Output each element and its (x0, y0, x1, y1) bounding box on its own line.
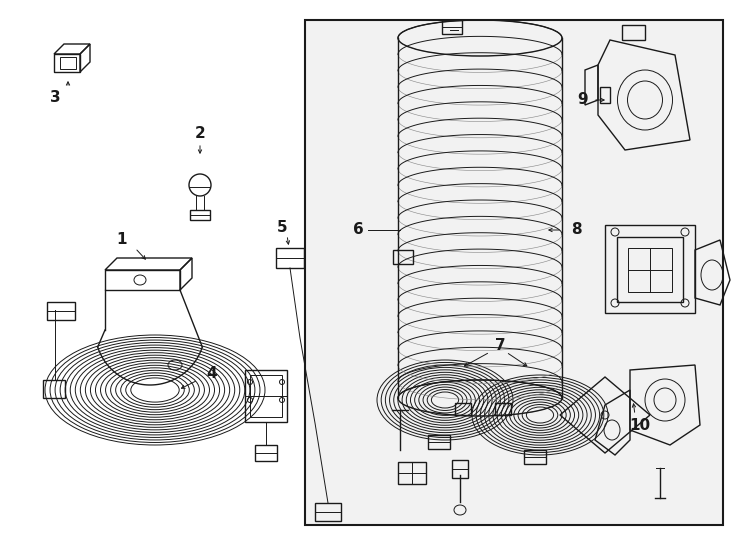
Bar (600, 87, 610, 103)
Bar (47, 302, 75, 320)
Text: 7: 7 (495, 338, 505, 353)
Bar (428, 435, 450, 449)
Bar (605, 225, 695, 313)
Bar (524, 450, 546, 464)
Bar (315, 503, 341, 521)
Text: 6: 6 (352, 222, 363, 238)
Bar (255, 445, 277, 461)
Bar (455, 403, 471, 415)
Text: 9: 9 (578, 92, 589, 107)
Text: 10: 10 (630, 417, 650, 433)
Bar (617, 237, 683, 302)
Bar (43, 380, 65, 398)
Text: 3: 3 (50, 91, 60, 105)
Bar (276, 248, 304, 268)
Text: 4: 4 (207, 367, 217, 381)
Text: 5: 5 (277, 219, 287, 234)
Bar (245, 370, 287, 422)
Text: 2: 2 (195, 125, 206, 140)
Bar (250, 375, 282, 417)
Bar (452, 460, 468, 478)
Bar (442, 20, 462, 34)
Bar (495, 403, 511, 415)
Bar (398, 462, 426, 484)
Text: 1: 1 (117, 233, 127, 247)
Text: 8: 8 (571, 222, 581, 238)
Bar (393, 250, 413, 264)
Bar (305, 20, 723, 525)
Bar (60, 57, 76, 69)
Bar (628, 248, 672, 292)
Bar (190, 210, 210, 220)
